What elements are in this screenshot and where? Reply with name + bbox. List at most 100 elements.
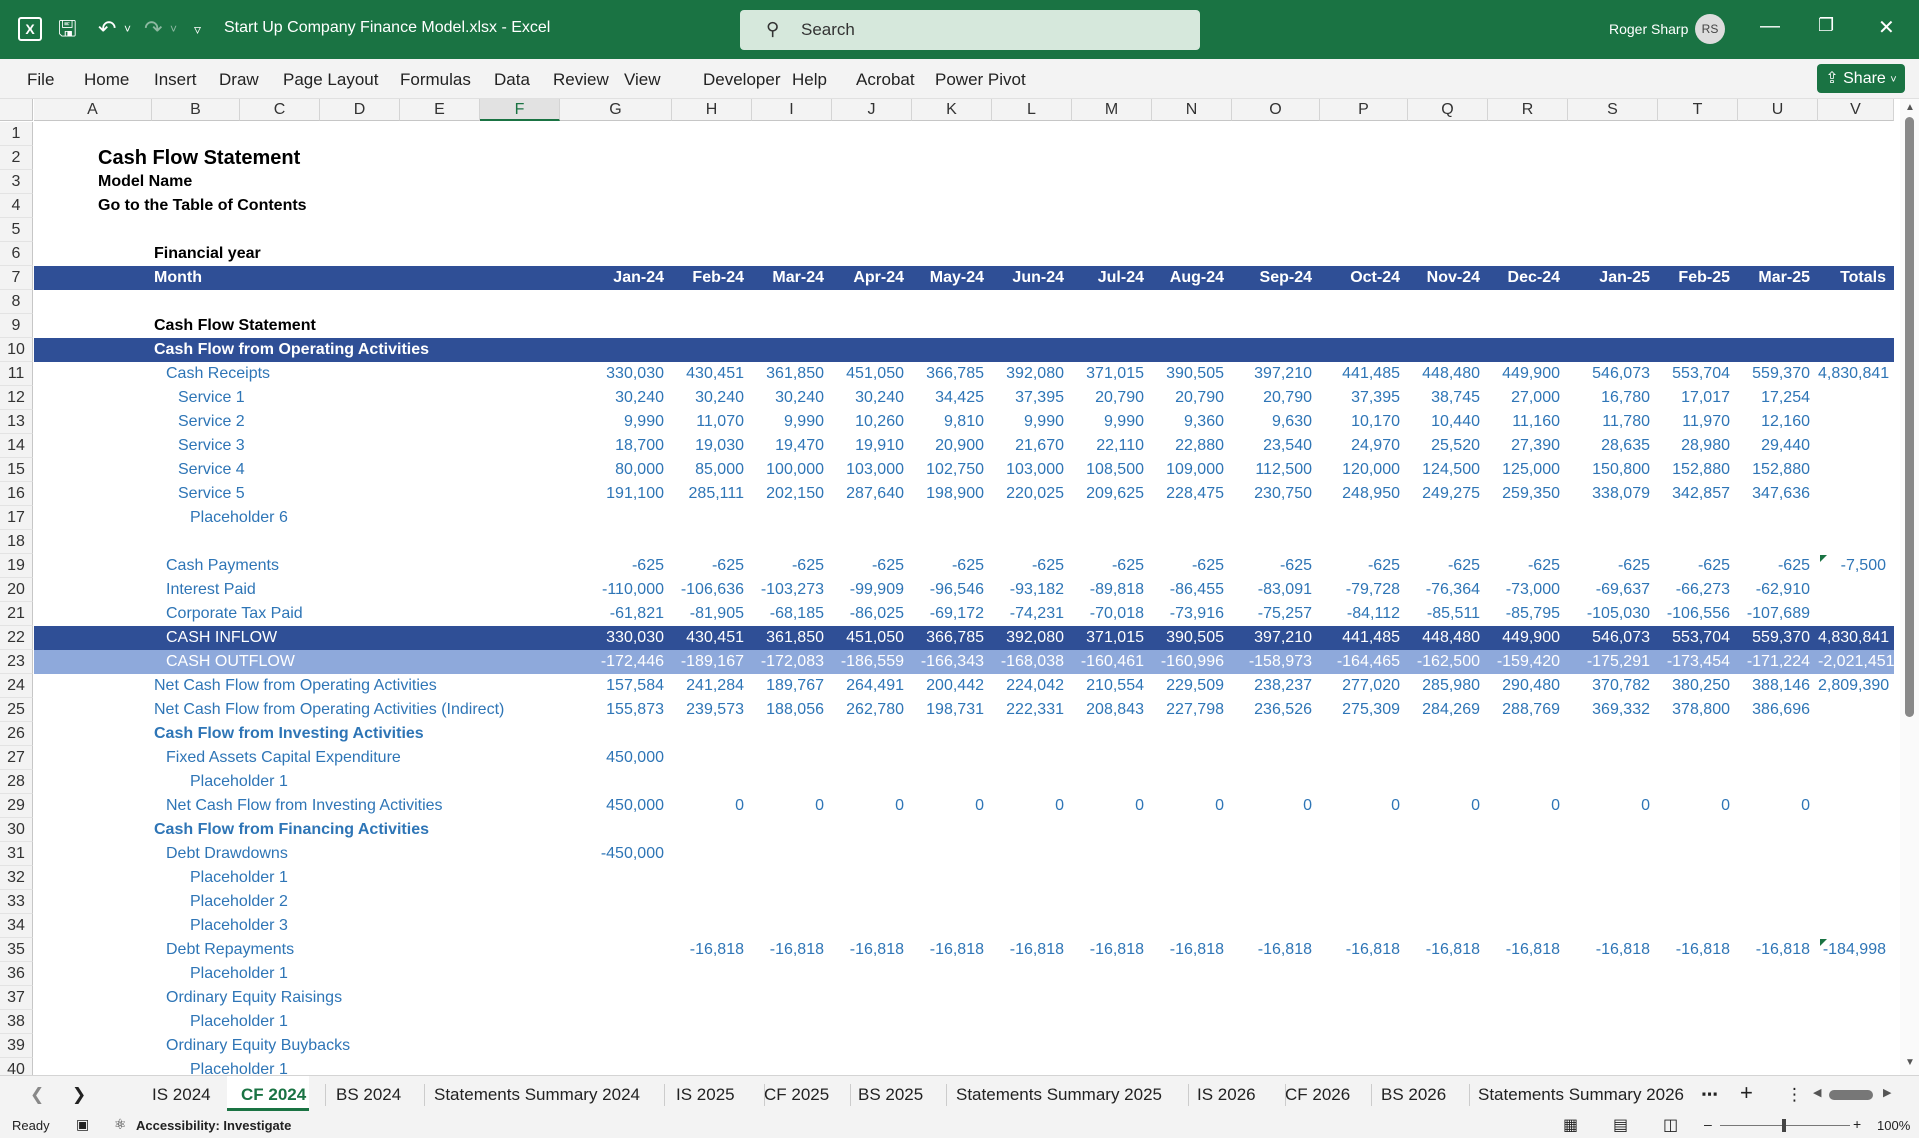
row-label[interactable]: Service 5 <box>178 485 245 502</box>
row-label[interactable]: Placeholder 1 <box>190 965 288 982</box>
row-header[interactable]: 32 <box>0 866 33 890</box>
value-cell[interactable]: -625 <box>711 557 744 574</box>
value-cell[interactable] <box>1818 434 1886 458</box>
value-cell[interactable]: 559,370 <box>1752 629 1810 646</box>
value-cell[interactable]: -171,224 <box>1746 653 1810 670</box>
value-cell[interactable]: -625 <box>1777 557 1810 574</box>
row-header[interactable]: 39 <box>0 1034 33 1058</box>
share-button[interactable]: ⇪ Share ˅ <box>1817 64 1905 93</box>
value-cell[interactable]: 30,240 <box>855 389 904 406</box>
value-cell[interactable]: Totals <box>1840 269 1886 286</box>
value-cell[interactable]: -93,182 <box>1009 581 1064 598</box>
value-cell[interactable]: -84,112 <box>1346 605 1400 622</box>
value-cell[interactable]: 120,000 <box>1342 461 1400 478</box>
value-cell[interactable]: -7,500 <box>1840 557 1886 574</box>
row-header[interactable]: 13 <box>0 410 33 434</box>
row-header[interactable]: 20 <box>0 578 33 602</box>
value-cell[interactable]: 112,500 <box>1255 461 1312 478</box>
row-label[interactable]: Placeholder 2 <box>190 893 288 910</box>
value-cell[interactable]: 103,000 <box>1006 461 1064 478</box>
value-cell[interactable] <box>1072 746 1144 770</box>
value-cell[interactable] <box>1152 746 1224 770</box>
value-cell[interactable] <box>1658 842 1730 866</box>
column-header-e[interactable]: E <box>400 99 480 121</box>
value-cell[interactable]: 342,857 <box>1672 485 1730 502</box>
value-cell[interactable]: -106,556 <box>1666 605 1730 622</box>
row-header[interactable]: 27 <box>0 746 33 770</box>
row-label[interactable]: Cash Receipts <box>166 365 271 382</box>
value-cell[interactable]: 553,704 <box>1672 365 1730 382</box>
horizontal-scroll-thumb[interactable] <box>1829 1090 1873 1100</box>
ribbon-tab-view[interactable]: View <box>624 70 661 89</box>
value-cell[interactable]: Mar-25 <box>1758 269 1810 286</box>
value-cell[interactable]: 23,540 <box>1263 437 1312 454</box>
ribbon-tab-insert[interactable]: Insert <box>154 70 197 89</box>
value-cell[interactable]: 17,017 <box>1681 389 1730 406</box>
value-cell[interactable]: -68,185 <box>769 605 824 622</box>
value-cell[interactable]: 34,425 <box>935 389 984 406</box>
value-cell[interactable]: 125,000 <box>1502 461 1560 478</box>
redo-dropdown-icon[interactable]: ˅ <box>170 22 178 36</box>
value-cell[interactable]: 371,015 <box>1086 365 1144 382</box>
value-cell[interactable]: 17,254 <box>1761 389 1810 406</box>
scroll-left-icon[interactable]: ❮ <box>30 1085 45 1104</box>
sheet-tab-cf-2026[interactable]: CF 2026 <box>1285 1085 1351 1104</box>
value-cell[interactable]: 191,100 <box>606 485 664 502</box>
hscroll-left-icon[interactable]: ◀ <box>1813 1087 1822 1099</box>
value-cell[interactable]: 361,850 <box>766 365 824 382</box>
row-label[interactable]: Cash Flow from Operating Activities <box>154 341 430 358</box>
value-cell[interactable]: 0 <box>1801 797 1810 814</box>
value-cell[interactable]: -625 <box>791 557 824 574</box>
value-cell[interactable]: 124,500 <box>1422 461 1480 478</box>
value-cell[interactable]: 386,696 <box>1752 701 1810 718</box>
value-cell[interactable]: 0 <box>815 797 824 814</box>
value-cell[interactable]: -16,818 <box>769 941 824 958</box>
value-cell[interactable]: -625 <box>631 557 664 574</box>
row-label[interactable]: Placeholder 1 <box>190 773 288 790</box>
column-header-c[interactable]: C <box>240 99 320 121</box>
sheet-tab-statements-summary-2025[interactable]: Statements Summary 2025 <box>956 1085 1162 1104</box>
row-label[interactable]: Net Cash Flow from Operating Activities … <box>154 701 505 718</box>
value-cell[interactable]: 0 <box>735 797 744 814</box>
value-cell[interactable]: 392,080 <box>1006 365 1064 382</box>
zoom-level[interactable]: 100% <box>1877 1118 1911 1133</box>
sheet-tab-is-2025[interactable]: IS 2025 <box>676 1085 735 1104</box>
value-cell[interactable]: -76,364 <box>1425 581 1480 598</box>
value-cell[interactable]: 285,111 <box>688 485 744 502</box>
value-cell[interactable]: -86,455 <box>1169 581 1224 598</box>
macro-record-icon[interactable]: ▣ <box>76 1116 90 1132</box>
value-cell[interactable]: 546,073 <box>1592 629 1650 646</box>
value-cell[interactable] <box>832 746 904 770</box>
value-cell[interactable]: -625 <box>871 557 904 574</box>
value-cell[interactable]: -62,910 <box>1755 581 1810 598</box>
ribbon-tab-help[interactable]: Help <box>792 70 827 89</box>
value-cell[interactable]: 189,767 <box>766 677 824 694</box>
scroll-up-icon[interactable]: ▲ <box>1905 102 1915 113</box>
value-cell[interactable] <box>1320 746 1400 770</box>
ribbon-tab-developer[interactable]: Developer <box>703 70 781 89</box>
customize-qat-icon[interactable]: ▿ <box>194 21 202 37</box>
value-cell[interactable]: 20,900 <box>935 437 984 454</box>
row-label[interactable]: Net Cash Flow from Operating Activities <box>154 677 437 694</box>
value-cell[interactable] <box>1818 458 1886 482</box>
value-cell[interactable]: -166,343 <box>920 653 984 670</box>
value-cell[interactable] <box>752 746 824 770</box>
value-cell[interactable] <box>1232 746 1312 770</box>
value-cell[interactable]: Aug-24 <box>1169 269 1224 286</box>
value-cell[interactable] <box>1408 842 1480 866</box>
value-cell[interactable]: 108,500 <box>1086 461 1144 478</box>
value-cell[interactable]: 451,050 <box>846 365 904 382</box>
value-cell[interactable] <box>1818 602 1886 626</box>
value-cell[interactable]: -16,818 <box>1675 941 1730 958</box>
value-cell[interactable]: Jun-24 <box>1012 269 1064 286</box>
value-cell[interactable]: 450,000 <box>606 797 664 814</box>
sheet-tab-cf-2025[interactable]: CF 2025 <box>764 1085 830 1104</box>
column-header-r[interactable]: R <box>1488 99 1568 121</box>
value-cell[interactable]: Apr-24 <box>853 269 904 286</box>
value-cell[interactable]: 37,395 <box>1351 389 1400 406</box>
value-cell[interactable]: -105,030 <box>1586 605 1650 622</box>
row-label[interactable]: Month <box>154 269 202 286</box>
value-cell[interactable]: 448,480 <box>1422 365 1480 382</box>
value-cell[interactable]: 227,798 <box>1166 701 1224 718</box>
value-cell[interactable]: -106,636 <box>680 581 744 598</box>
